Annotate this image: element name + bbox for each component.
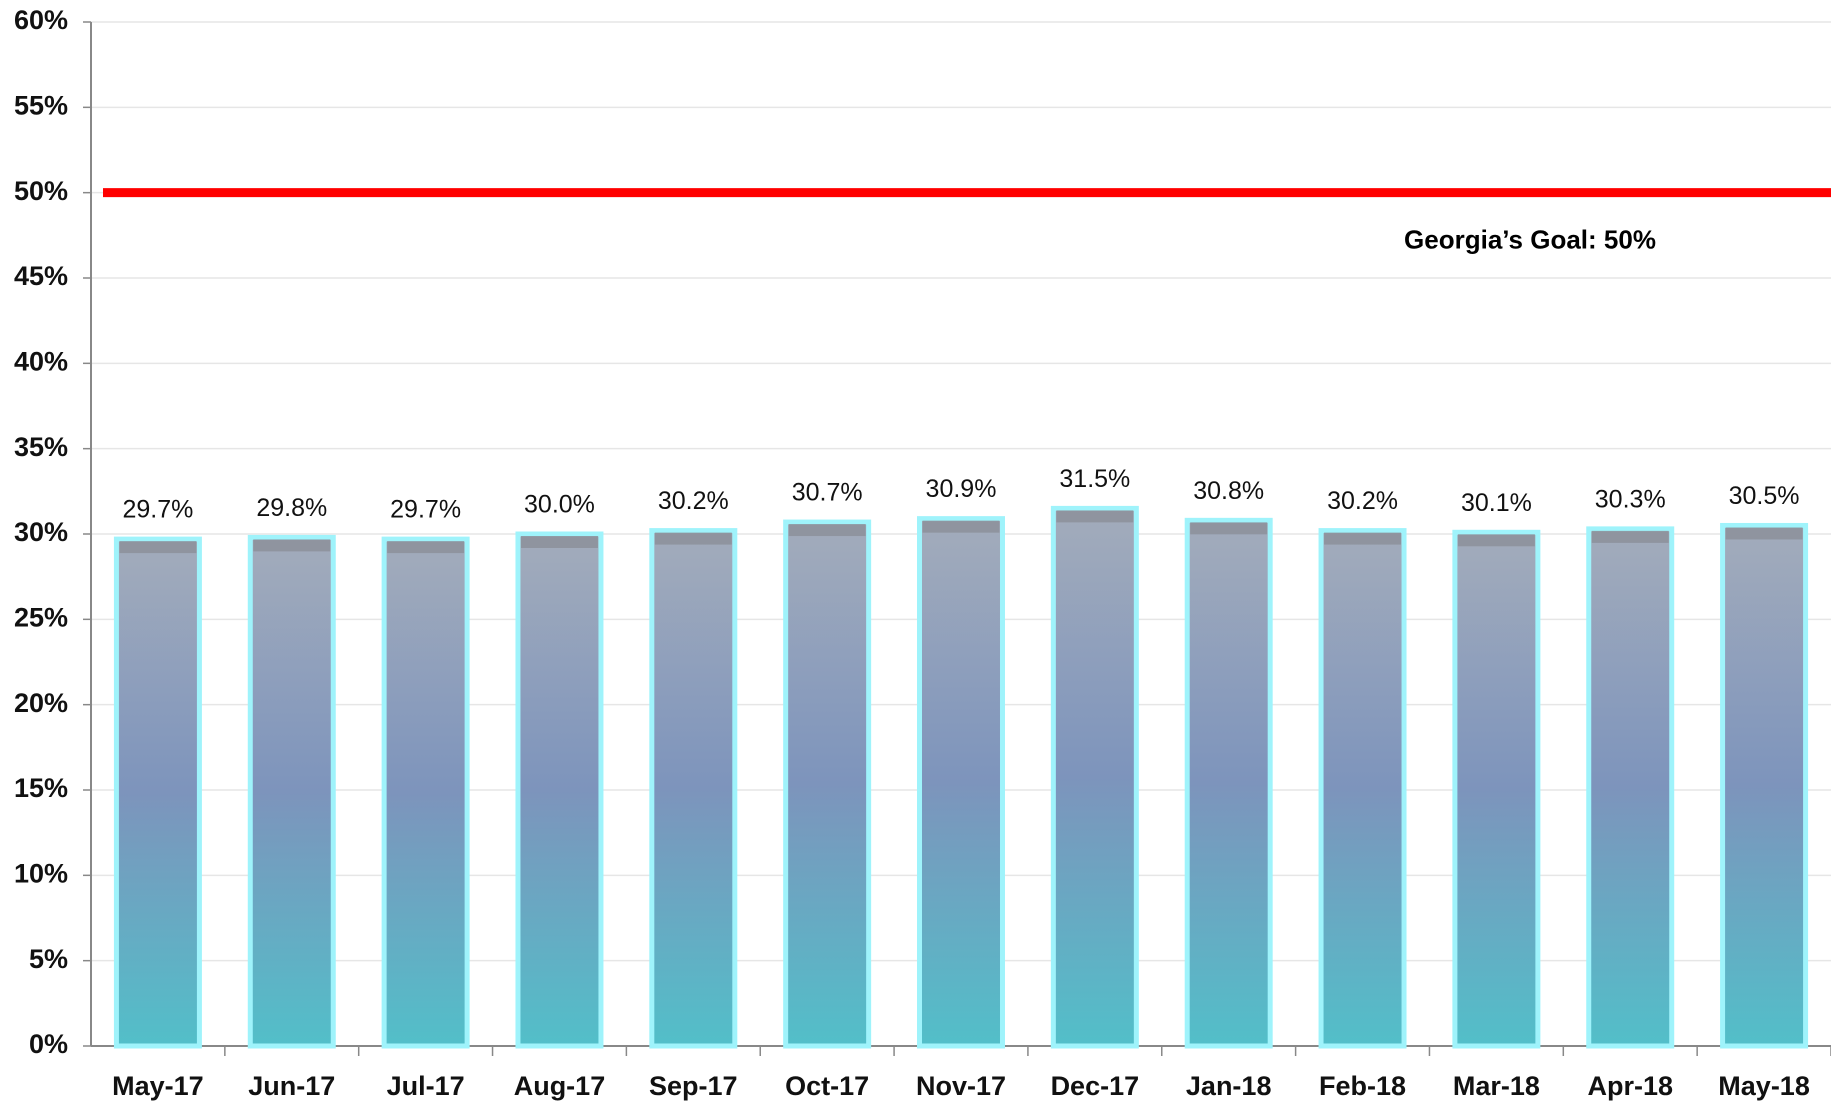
value-label: 30.0%: [524, 491, 595, 519]
y-tick-label: 20%: [14, 688, 68, 718]
bar-bevel: [1725, 527, 1803, 540]
x-tick-label: Feb-18: [1319, 1071, 1406, 1101]
bar-bevel: [1056, 510, 1134, 523]
value-label: 30.8%: [1193, 477, 1264, 505]
value-label: 30.3%: [1595, 485, 1666, 513]
bar: [247, 534, 336, 1049]
bar-bevel: [387, 541, 465, 554]
value-label: 30.1%: [1461, 489, 1532, 517]
value-label: 29.7%: [390, 496, 461, 524]
bar-bevel: [1457, 534, 1535, 547]
x-tick-label: Sep-17: [649, 1071, 738, 1101]
x-tick-label: May-18: [1718, 1071, 1810, 1101]
value-label: 30.5%: [1729, 482, 1800, 510]
bar-bevel: [119, 541, 197, 554]
y-tick-label: 10%: [14, 858, 68, 888]
y-tick-label: 60%: [14, 5, 68, 35]
value-label: 30.2%: [1327, 487, 1398, 515]
x-tick-label: Jan-18: [1186, 1071, 1272, 1101]
value-label: 30.9%: [926, 475, 997, 503]
bar: [113, 536, 202, 1049]
y-tick-label: 30%: [14, 517, 68, 547]
bar-bevel: [520, 536, 598, 548]
bar-bevel: [253, 539, 331, 552]
bar: [1720, 522, 1809, 1049]
y-tick-label: 35%: [14, 432, 68, 462]
y-tick-label: 50%: [14, 176, 68, 206]
x-tick-label: Nov-17: [916, 1071, 1006, 1101]
x-tick-label: Jun-17: [248, 1071, 335, 1101]
x-tick-label: Dec-17: [1051, 1071, 1140, 1101]
y-tick-label: 25%: [14, 602, 68, 632]
value-label: 30.2%: [658, 487, 729, 515]
bar: [381, 536, 470, 1049]
bar: [1452, 529, 1541, 1049]
y-tick-label: 40%: [14, 346, 68, 376]
bar-bevel: [922, 520, 1000, 533]
x-tick-label: Oct-17: [785, 1071, 869, 1101]
y-tick-label: 0%: [29, 1029, 68, 1059]
bar: [1586, 526, 1675, 1049]
x-tick-label: Mar-18: [1453, 1071, 1540, 1101]
bar: [1050, 505, 1139, 1049]
x-tick-label: Aug-17: [514, 1071, 606, 1101]
bar: [783, 519, 872, 1049]
y-tick-label: 55%: [14, 90, 68, 120]
bar-bevel: [654, 532, 732, 545]
bar-bevel: [1591, 530, 1669, 543]
bar: [515, 531, 604, 1049]
bar: [649, 528, 738, 1049]
y-tick-label: 45%: [14, 261, 68, 291]
bar-bevel: [788, 524, 866, 537]
x-tick-label: Jul-17: [387, 1071, 465, 1101]
value-label: 30.7%: [792, 479, 863, 507]
value-label: 29.8%: [256, 494, 327, 522]
y-tick-label: 5%: [29, 944, 68, 974]
y-tick-label: 15%: [14, 773, 68, 803]
goal-label: Georgia’s Goal: 50%: [1404, 225, 1656, 255]
bar: [917, 516, 1005, 1049]
bar: [1184, 517, 1273, 1049]
x-tick-label: May-17: [112, 1071, 204, 1101]
x-tick-label: Apr-18: [1587, 1071, 1673, 1101]
value-label: 29.7%: [122, 496, 193, 524]
bar-bevel: [1190, 522, 1268, 535]
bar: [1318, 528, 1407, 1049]
bar-bevel: [1324, 532, 1402, 545]
value-label: 31.5%: [1059, 465, 1130, 493]
